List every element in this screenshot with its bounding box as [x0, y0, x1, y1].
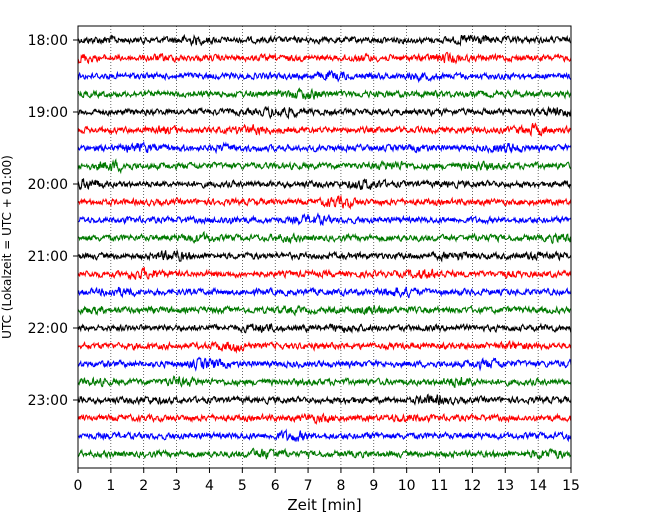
trace-2345 — [77, 447, 572, 461]
trace-1945 — [77, 158, 572, 175]
x-tick-label: 15 — [562, 478, 580, 494]
trace-2015 — [77, 194, 572, 211]
trace-2115 — [77, 266, 572, 281]
x-tick-label: 7 — [304, 478, 313, 494]
y-tick-label: 21:00 — [28, 249, 68, 265]
x-tick-label: 13 — [496, 478, 514, 494]
x-tick-label: 14 — [529, 478, 547, 494]
trace-1915 — [77, 122, 572, 138]
trace-1930 — [77, 140, 572, 155]
x-axis-ticks: 0 1 2 3 4 5 6 7 8 9 10 11 12 13 14 15 — [74, 468, 580, 494]
trace-group — [77, 33, 572, 461]
x-tick-label: 4 — [205, 478, 214, 494]
x-tick-label: 11 — [431, 478, 449, 494]
x-tick-label: 0 — [74, 478, 83, 494]
trace-2215 — [77, 339, 572, 354]
trace-2230 — [77, 356, 572, 372]
trace-2200 — [77, 322, 572, 334]
y-tick-label: 20:00 — [28, 177, 68, 193]
y-axis-ticks: 18:00 19:00 20:00 21:00 22:00 23:00 — [28, 33, 78, 409]
y-tick-label: 22:00 — [28, 321, 68, 337]
y-tick-label: 23:00 — [28, 393, 68, 409]
trace-2045 — [78, 230, 572, 245]
trace-2000 — [77, 178, 572, 191]
x-tick-label: 6 — [271, 478, 280, 494]
x-tick-label: 1 — [106, 478, 115, 494]
y-tick-label: 18:00 — [28, 33, 68, 49]
y-axis-title: UTC (Lokalzeit = UTC + 01:00) — [0, 155, 14, 339]
trace-1815 — [77, 51, 572, 65]
trace-2330 — [77, 428, 572, 443]
y-tick-label: 19:00 — [28, 105, 68, 121]
trace-2130 — [77, 286, 572, 299]
trace-1845 — [77, 87, 572, 101]
trace-2300 — [77, 393, 572, 406]
trace-1800 — [77, 33, 572, 47]
trace-2145 — [77, 304, 572, 317]
plot-frame — [77, 25, 572, 469]
x-tick-label: 8 — [336, 478, 345, 494]
trace-2245 — [77, 375, 572, 388]
x-tick-label: 12 — [463, 478, 481, 494]
trace-2100 — [77, 248, 572, 263]
x-axis-title: Zeit [min] — [287, 496, 361, 514]
x-tick-label: 10 — [398, 478, 416, 494]
x-tick-label: 2 — [139, 478, 148, 494]
x-tick-label: 5 — [238, 478, 247, 494]
trace-2315 — [77, 412, 572, 425]
x-tick-label: 3 — [172, 478, 181, 494]
trace-1830 — [77, 69, 572, 84]
trace-2030 — [77, 212, 572, 227]
x-tick-label: 9 — [369, 478, 378, 494]
trace-1900 — [77, 105, 572, 120]
